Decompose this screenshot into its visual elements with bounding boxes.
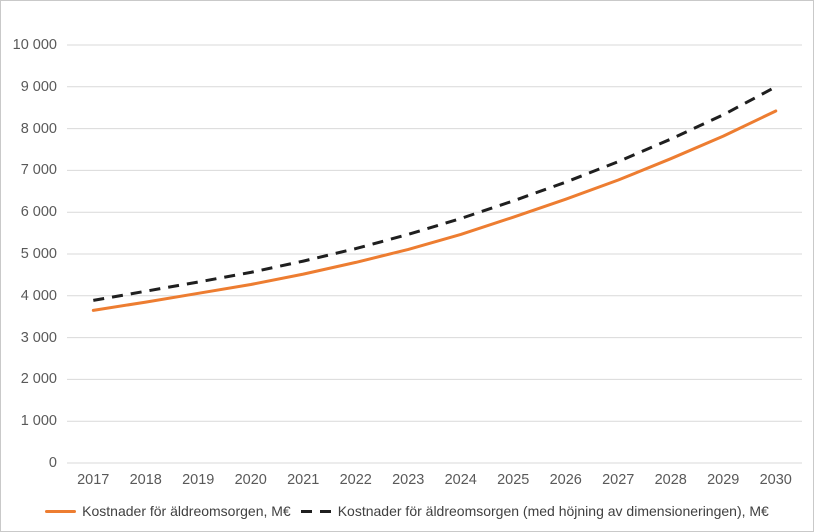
y-axis-tick-label: 8 000 xyxy=(20,120,57,137)
y-axis-tick-label: 6 000 xyxy=(20,204,57,221)
x-axis-tick-label: 2028 xyxy=(654,472,687,488)
series-line-2 xyxy=(93,85,777,302)
x-axis-tick-label: 2030 xyxy=(759,472,792,488)
x-axis-tick-label: 2027 xyxy=(602,472,635,488)
x-axis-tick-label: 2021 xyxy=(287,472,320,488)
y-axis-tick-label: 9 000 xyxy=(20,78,57,95)
x-axis-tick-label: 2029 xyxy=(707,472,740,488)
x-axis-tick-label: 2024 xyxy=(444,472,477,488)
legend: Kostnader för äldreomsorgen, M€ Kostnade… xyxy=(1,503,813,519)
y-axis-tick-label: 5 000 xyxy=(20,246,57,262)
x-axis-tick-label: 2020 xyxy=(234,472,267,488)
y-axis-tick-label: 4 000 xyxy=(20,287,57,304)
y-axis-tick-label: 1 000 xyxy=(20,413,57,430)
x-axis-tick-label: 2022 xyxy=(339,472,372,488)
y-axis-tick-label: 7 000 xyxy=(20,162,57,179)
series-line-1 xyxy=(91,109,778,312)
x-axis-tick-label: 2017 xyxy=(77,472,110,488)
legend-line-sample-solid xyxy=(45,509,77,513)
y-axis-tick-label: 3 000 xyxy=(20,329,57,346)
y-axis-tick-label: 0 xyxy=(48,455,57,471)
x-axis-tick-label: 2026 xyxy=(549,472,582,488)
legend-label-series-1: Kostnader för äldreomsorgen, M€ xyxy=(82,503,291,519)
y-axis-tick-label: 10 000 xyxy=(12,37,57,53)
legend-line-sample-dashed xyxy=(300,509,332,513)
x-axis-tick-label: 2018 xyxy=(129,472,162,488)
legend-label-series-2: Kostnader för äldreomsorgen (med höjning… xyxy=(337,503,769,519)
x-axis-tick-label: 2023 xyxy=(392,472,425,488)
x-axis-tick-label: 2025 xyxy=(497,472,530,488)
x-axis-tick-label: 2019 xyxy=(182,472,215,488)
y-axis-tick-label: 2 000 xyxy=(20,371,57,388)
